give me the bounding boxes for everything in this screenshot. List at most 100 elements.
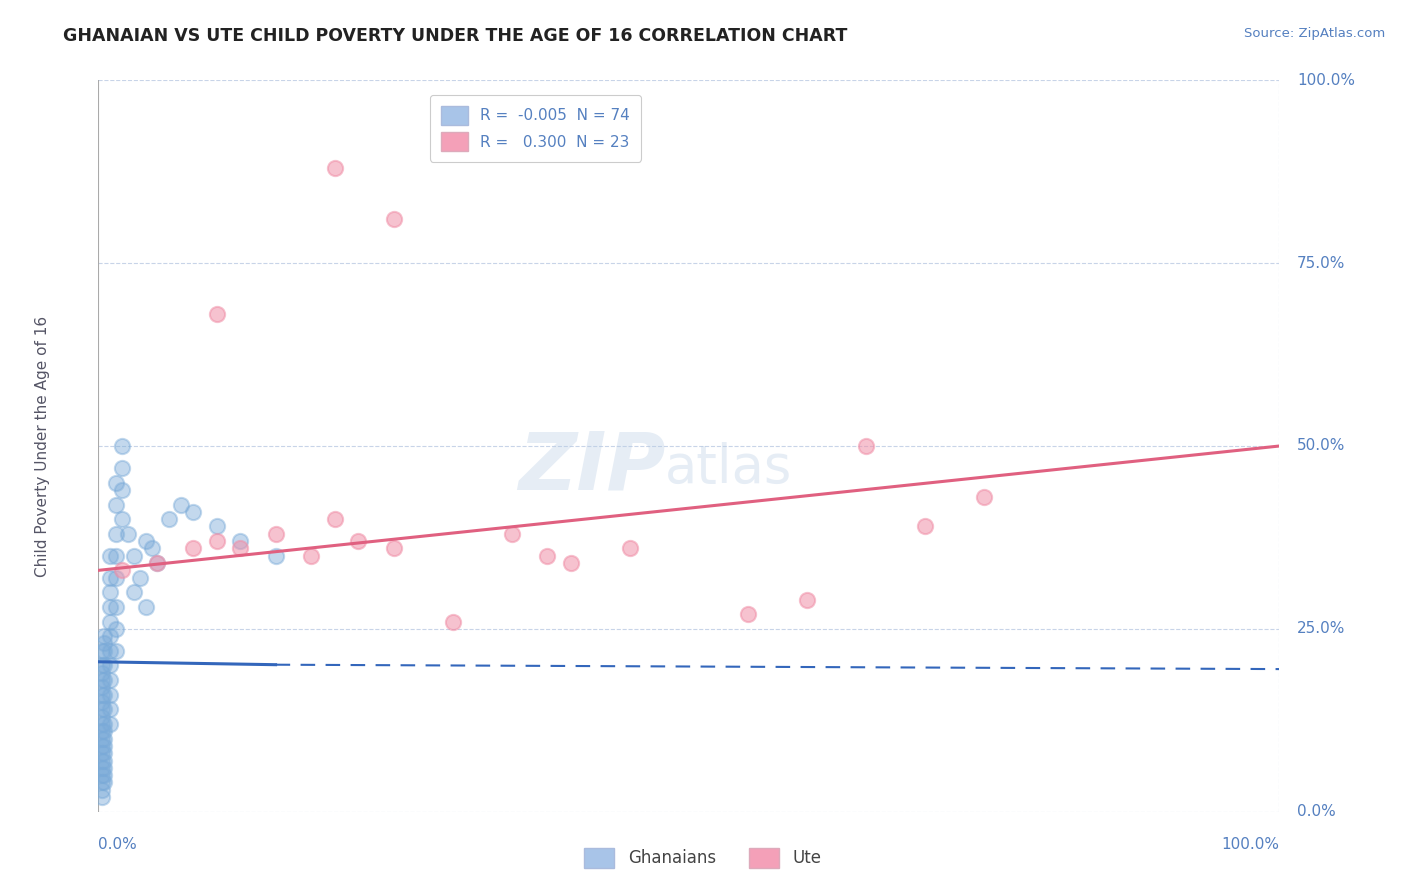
Point [441, 615, 464, 629]
Point [91, 775, 114, 789]
Point [170, 498, 193, 512]
Point [229, 541, 252, 556]
Point [323, 161, 346, 175]
Point [205, 519, 228, 533]
Point [91, 761, 114, 775]
Point [91, 731, 114, 746]
Point [181, 505, 204, 519]
Point [93, 775, 115, 789]
Point [91, 673, 114, 687]
Point [98, 629, 121, 643]
Text: 0.0%: 0.0% [98, 838, 138, 853]
Point [181, 541, 204, 556]
Point [347, 534, 370, 549]
Point [229, 534, 252, 549]
Point [122, 585, 145, 599]
Point [157, 512, 180, 526]
Text: Child Poverty Under the Age of 16: Child Poverty Under the Age of 16 [35, 316, 49, 576]
Point [560, 556, 582, 570]
Point [91, 644, 114, 658]
Point [382, 541, 405, 556]
Point [98, 599, 121, 614]
Point [91, 717, 114, 731]
Point [91, 658, 114, 673]
Text: ZIP: ZIP [517, 429, 665, 507]
Point [93, 717, 115, 731]
Point [98, 673, 121, 687]
Point [111, 461, 134, 475]
Point [91, 709, 114, 723]
Point [91, 739, 114, 753]
Point [93, 688, 115, 702]
Point [105, 622, 128, 636]
Point [128, 571, 150, 585]
Point [205, 307, 228, 321]
Point [98, 585, 121, 599]
Point [619, 541, 641, 556]
Point [93, 673, 115, 687]
Point [796, 592, 818, 607]
Point [93, 731, 115, 746]
Point [264, 549, 287, 563]
Point [91, 768, 114, 782]
Point [98, 549, 121, 563]
Point [111, 512, 134, 526]
Point [91, 665, 114, 680]
Point [98, 571, 121, 585]
Point [111, 439, 134, 453]
Point [135, 534, 157, 549]
Point [105, 475, 128, 490]
Point [93, 702, 115, 716]
Point [93, 724, 115, 739]
Point [205, 534, 228, 549]
Text: 0.0%: 0.0% [1298, 805, 1336, 819]
Point [91, 681, 114, 695]
Point [111, 563, 134, 577]
Point [98, 702, 121, 716]
Point [93, 658, 115, 673]
Point [264, 526, 287, 541]
Point [111, 483, 134, 497]
Point [105, 571, 128, 585]
Point [93, 629, 115, 643]
Point [91, 695, 114, 709]
Point [93, 761, 115, 775]
Point [93, 636, 115, 650]
Point [91, 782, 114, 797]
Text: 100.0%: 100.0% [1298, 73, 1355, 87]
Point [146, 556, 169, 570]
Point [382, 212, 405, 227]
Point [91, 790, 114, 805]
Point [91, 746, 114, 760]
Point [91, 702, 114, 716]
Point [105, 644, 128, 658]
Point [105, 526, 128, 541]
Point [98, 717, 121, 731]
Legend: R =  -0.005  N = 74, R =   0.300  N = 23: R = -0.005 N = 74, R = 0.300 N = 23 [430, 95, 641, 161]
Point [93, 754, 115, 768]
Text: GHANAIAN VS UTE CHILD POVERTY UNDER THE AGE OF 16 CORRELATION CHART: GHANAIAN VS UTE CHILD POVERTY UNDER THE … [63, 27, 848, 45]
Point [93, 644, 115, 658]
Text: 100.0%: 100.0% [1222, 838, 1279, 853]
Point [117, 526, 139, 541]
Point [855, 439, 877, 453]
Point [93, 746, 115, 760]
Text: atlas: atlas [665, 442, 793, 494]
Point [91, 688, 114, 702]
Point [105, 599, 128, 614]
Point [122, 549, 145, 563]
Point [93, 739, 115, 753]
Point [299, 549, 322, 563]
Text: 25.0%: 25.0% [1298, 622, 1346, 636]
Point [141, 541, 163, 556]
Point [536, 549, 558, 563]
Point [105, 549, 128, 563]
Point [91, 724, 114, 739]
Point [105, 498, 128, 512]
Point [737, 607, 759, 622]
Point [323, 512, 346, 526]
Text: Source: ZipAtlas.com: Source: ZipAtlas.com [1244, 27, 1385, 40]
Point [93, 768, 115, 782]
Point [914, 519, 936, 533]
Point [135, 599, 157, 614]
